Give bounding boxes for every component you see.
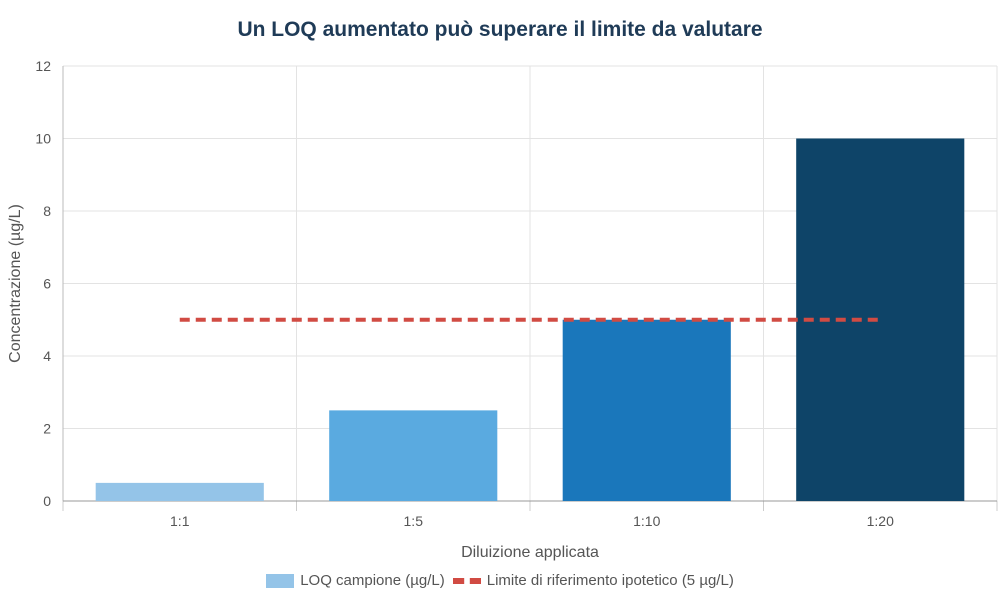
bar-1-5[interactable] <box>329 410 498 501</box>
legend-item-loq[interactable]: LOQ campione (µg/L) <box>266 572 445 589</box>
y-tick-label: 0 <box>43 493 51 509</box>
y-tick-label: 12 <box>35 58 51 74</box>
y-tick-label: 8 <box>43 203 51 219</box>
legend-label-loq: LOQ campione (µg/L) <box>300 572 445 589</box>
y-tick-label: 6 <box>43 276 51 292</box>
bar-1-10[interactable] <box>562 319 731 501</box>
legend-item-limit[interactable]: Limite di riferimento ipotetico (5 µg/L) <box>452 572 734 589</box>
y-tick-label: 10 <box>35 131 51 147</box>
x-tick-label: 1:10 <box>633 513 660 529</box>
x-axis-title: Diluizione applicata <box>461 544 599 561</box>
y-tick-label: 4 <box>43 348 51 364</box>
legend: LOQ campione (µg/L) Limite di riferiment… <box>0 572 1000 589</box>
legend-swatch-bar <box>266 573 295 588</box>
legend-label-limit: Limite di riferimento ipotetico (5 µg/L) <box>486 572 734 589</box>
x-tick-label: 1:5 <box>404 513 424 529</box>
x-tick-label: 1:20 <box>867 513 894 529</box>
y-tick-label: 2 <box>43 421 51 437</box>
y-axis-title: Concentrazione (µg/L) <box>7 204 24 363</box>
x-tick-label: 1:1 <box>170 513 190 529</box>
axis-labels: 0 2 4 6 8 10 12 1:1 1:5 1:10 1:20 Diluizione applic… <box>7 58 894 561</box>
chart-title: Un LOQ aumentato può superare il limite … <box>237 18 763 41</box>
legend-swatch-line <box>452 574 481 588</box>
bar-1-1[interactable] <box>95 482 264 501</box>
